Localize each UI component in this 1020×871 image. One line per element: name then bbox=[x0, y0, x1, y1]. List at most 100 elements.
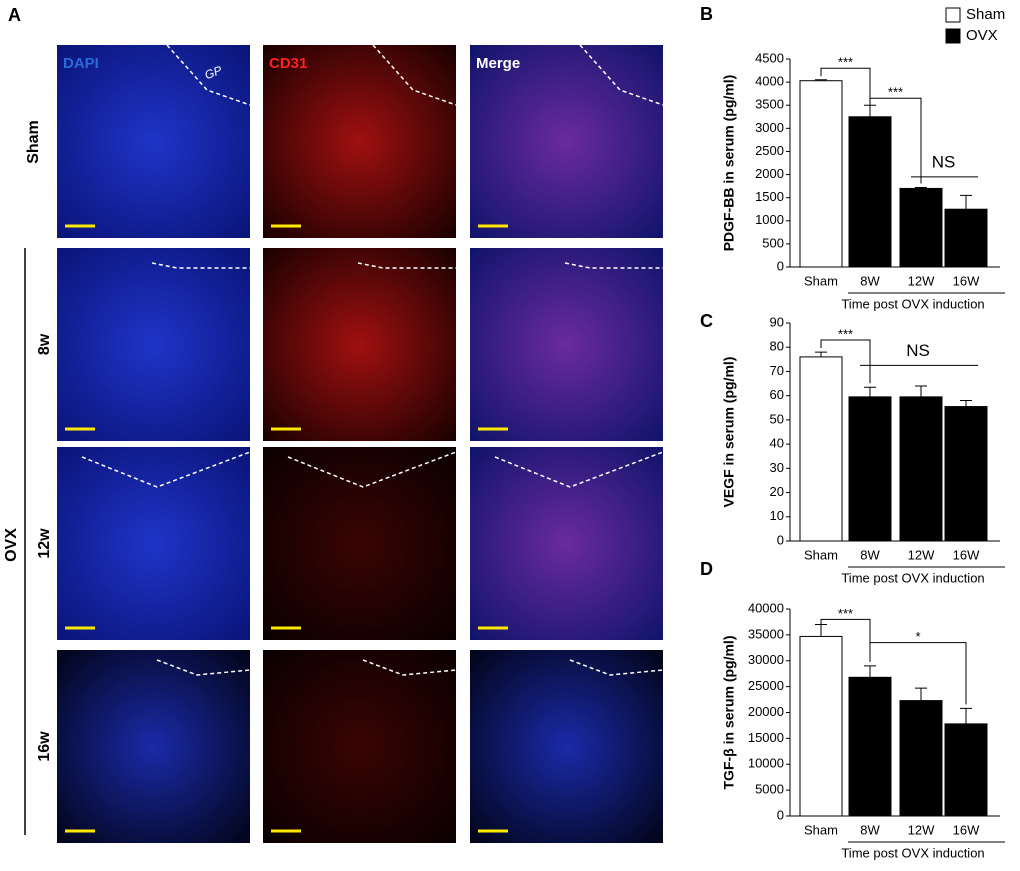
y-tick-label: 20 bbox=[770, 484, 784, 499]
growth-plate-line bbox=[362, 659, 457, 676]
significance-bracket bbox=[869, 642, 967, 705]
legend-swatch bbox=[945, 28, 961, 44]
significance-bracket bbox=[820, 618, 871, 662]
error-bar bbox=[915, 385, 927, 397]
x-axis-label: Time post OVX induction bbox=[841, 570, 984, 585]
x-axis-label: Time post OVX induction bbox=[841, 296, 984, 311]
significance-label: * bbox=[915, 629, 920, 644]
micrograph bbox=[263, 45, 456, 238]
x-tick-label: 8W bbox=[860, 822, 880, 837]
bar bbox=[848, 676, 892, 817]
y-tick-label: 70 bbox=[770, 363, 784, 378]
growth-plate-line bbox=[494, 451, 664, 488]
significance-label: *** bbox=[838, 606, 853, 621]
y-tick-label: 25000 bbox=[748, 678, 784, 693]
growth-plate-line bbox=[287, 451, 457, 488]
y-tick-label: 30000 bbox=[748, 652, 784, 667]
y-tick-label: 3000 bbox=[755, 120, 784, 135]
y-tick-label: 30 bbox=[770, 460, 784, 475]
y-tick-label: 2500 bbox=[755, 143, 784, 158]
error-bar bbox=[864, 665, 876, 678]
column-label: DAPI bbox=[63, 55, 99, 72]
y-tick-label: 15000 bbox=[748, 730, 784, 745]
bar bbox=[944, 723, 988, 817]
growth-plate-line bbox=[569, 659, 664, 676]
y-tick-label: 1500 bbox=[755, 189, 784, 204]
y-tick-label: 35000 bbox=[748, 626, 784, 641]
y-tick-label: 3500 bbox=[755, 97, 784, 112]
row-label: 12w bbox=[36, 528, 53, 559]
legend-label: OVX bbox=[966, 27, 998, 44]
y-tick-label: 90 bbox=[770, 314, 784, 329]
y-tick-label: 0 bbox=[777, 258, 784, 273]
bar bbox=[799, 635, 843, 817]
significance-label: *** bbox=[838, 55, 853, 70]
y-tick-label: 0 bbox=[777, 807, 784, 822]
panel-label: B bbox=[700, 4, 713, 24]
y-axis-label: PDGF-BB in serum (pg/ml) bbox=[721, 75, 737, 252]
error-bar bbox=[960, 194, 972, 210]
bar bbox=[848, 396, 892, 542]
y-tick-label: 1000 bbox=[755, 212, 784, 227]
x-tick-label: 12W bbox=[908, 547, 935, 562]
x-tick-label: 12W bbox=[908, 273, 935, 288]
x-tick-label: Sham bbox=[804, 547, 838, 562]
y-tick-label: 4000 bbox=[755, 74, 784, 89]
bar bbox=[899, 700, 943, 817]
significance-label: NS bbox=[932, 152, 956, 171]
growth-plate-line bbox=[81, 451, 251, 488]
significance-label: NS bbox=[906, 341, 930, 360]
y-tick-label: 20000 bbox=[748, 704, 784, 719]
error-bar bbox=[864, 386, 876, 397]
x-tick-label: 16W bbox=[953, 822, 980, 837]
y-axis-label: VEGF in serum (pg/ml) bbox=[721, 357, 737, 508]
column-label: Merge bbox=[476, 55, 520, 72]
y-tick-label: 5000 bbox=[755, 782, 784, 797]
image-grid bbox=[57, 44, 664, 843]
micrograph bbox=[470, 650, 663, 843]
significance-bracket bbox=[869, 97, 922, 184]
x-tick-label: 16W bbox=[953, 273, 980, 288]
row-label: Sham bbox=[25, 120, 42, 164]
bar bbox=[848, 116, 892, 268]
panel-label: C bbox=[700, 311, 713, 331]
y-tick-label: 500 bbox=[762, 235, 784, 250]
micrograph bbox=[470, 45, 663, 238]
y-tick-label: 40000 bbox=[748, 600, 784, 615]
y-tick-label: 4500 bbox=[755, 50, 784, 65]
legend-swatch bbox=[945, 7, 961, 23]
y-axis-label: TGF-β in serum (pg/ml) bbox=[721, 636, 737, 790]
x-tick-label: Sham bbox=[804, 822, 838, 837]
micrograph bbox=[263, 650, 456, 843]
row-label: 8w bbox=[36, 333, 53, 355]
micrograph bbox=[57, 447, 250, 640]
y-tick-label: 10000 bbox=[748, 756, 784, 771]
y-tick-label: 50 bbox=[770, 411, 784, 426]
growth-plate-line bbox=[564, 262, 663, 269]
error-bar bbox=[815, 79, 827, 81]
micrograph bbox=[263, 248, 456, 441]
gp-label: GP bbox=[203, 63, 224, 82]
growth-plate-line bbox=[151, 262, 250, 269]
micrograph bbox=[470, 248, 663, 441]
growth-plate-line bbox=[156, 659, 251, 676]
y-tick-label: 10 bbox=[770, 508, 784, 523]
bar bbox=[799, 356, 843, 542]
micrograph bbox=[470, 447, 663, 640]
significance-bracket bbox=[820, 339, 871, 384]
bar bbox=[944, 208, 988, 268]
micrograph bbox=[57, 45, 250, 238]
x-tick-label: 12W bbox=[908, 822, 935, 837]
micrograph bbox=[57, 650, 250, 843]
micrograph bbox=[57, 248, 250, 441]
y-tick-label: 80 bbox=[770, 339, 784, 354]
row-label: 16w bbox=[36, 731, 53, 762]
bar bbox=[799, 80, 843, 268]
x-tick-label: 8W bbox=[860, 547, 880, 562]
y-tick-label: 2000 bbox=[755, 166, 784, 181]
x-axis-label: Time post OVX induction bbox=[841, 845, 984, 860]
significance-label: *** bbox=[888, 85, 903, 100]
y-tick-label: 0 bbox=[777, 532, 784, 547]
legend-label: Sham bbox=[966, 6, 1005, 23]
column-label: CD31 bbox=[269, 55, 307, 72]
